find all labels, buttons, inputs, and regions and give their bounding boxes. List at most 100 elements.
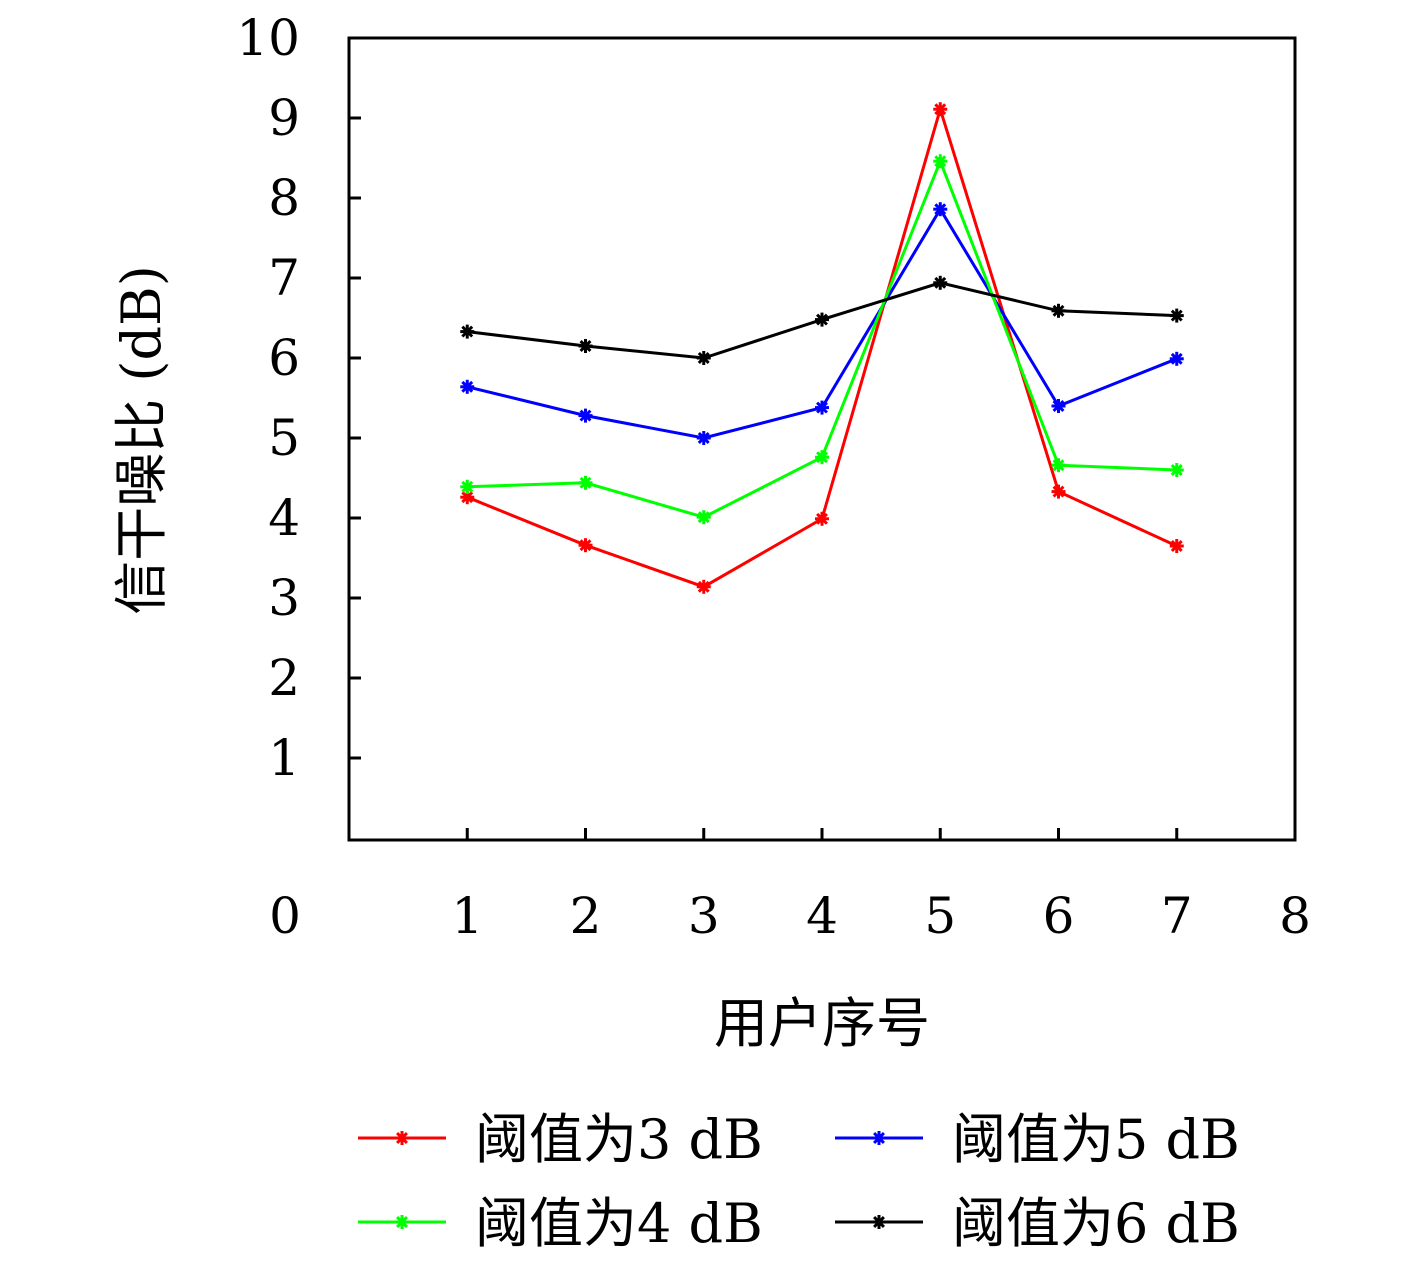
marker-stroke <box>461 480 474 493</box>
marker-stroke <box>396 1132 408 1144</box>
marker-stroke <box>579 539 592 552</box>
series-1 <box>460 102 1184 594</box>
series-layer <box>460 102 1184 594</box>
marker-stroke <box>1170 309 1183 322</box>
data-point <box>933 202 948 217</box>
legend-item: 阈值为6 dB <box>835 1192 1240 1255</box>
marker-stroke <box>816 512 828 525</box>
x-tick-label: 8 <box>1279 887 1311 945</box>
data-point <box>1169 308 1184 323</box>
marker-stroke <box>816 313 828 326</box>
x-tick-label: 2 <box>570 887 602 945</box>
data-point <box>933 275 948 290</box>
marker-stroke <box>461 325 474 338</box>
legend-label: 阈值为6 dB <box>952 1192 1240 1255</box>
legend-marker <box>872 1215 886 1229</box>
marker-stroke <box>934 155 947 168</box>
marker-stroke <box>579 476 592 489</box>
data-point <box>696 431 711 445</box>
data-point <box>578 475 593 490</box>
plot-frame <box>347 36 1297 842</box>
legend-marker <box>872 1131 886 1145</box>
marker-stroke <box>934 203 947 216</box>
data-point <box>696 510 711 525</box>
y-tick-label: 3 <box>268 569 300 627</box>
marker-stroke <box>934 103 947 116</box>
data-point <box>1169 539 1184 553</box>
legend-label: 阈值为5 dB <box>952 1108 1240 1171</box>
data-point <box>578 339 593 353</box>
marker-stroke <box>1170 352 1183 365</box>
y-tick-label: 6 <box>268 329 300 387</box>
marker-stroke <box>579 340 592 352</box>
x-tick-label: 7 <box>1161 887 1193 945</box>
y-tick-label: 1 <box>268 729 300 787</box>
marker-stroke <box>697 580 710 593</box>
x-tick-label: 1 <box>451 887 483 945</box>
marker-stroke <box>697 352 710 364</box>
y-tick-label: 4 <box>268 489 300 547</box>
data-point <box>696 579 711 594</box>
y-tick-label: 7 <box>268 249 300 307</box>
marker-stroke <box>579 409 592 422</box>
series-4 <box>460 275 1184 365</box>
data-point <box>1169 463 1184 477</box>
legend-item: 阈值为3 dB <box>358 1108 763 1171</box>
data-point <box>1051 303 1066 318</box>
marker-stroke <box>697 432 710 444</box>
marker-stroke <box>816 401 828 414</box>
legend: 阈值为3 dB 阈值为5 dB 阈值为4 dB 阈值为6 dB <box>358 1108 1240 1255</box>
x-tick-label: 5 <box>924 887 956 945</box>
y-tick-label: 10 <box>236 9 300 67</box>
ticks-layer: 0 1 2 3 4 5 6 7 8 1 2 3 4 5 6 7 8 9 10 <box>236 9 1311 945</box>
marker-stroke <box>396 1216 408 1228</box>
legend-item: 阈值为4 dB <box>358 1192 763 1255</box>
marker-stroke <box>816 451 828 464</box>
marker-stroke <box>461 380 474 393</box>
data-point <box>933 102 948 117</box>
marker-stroke <box>697 511 710 524</box>
x-tick-label: 3 <box>688 887 720 945</box>
y-axis-label: 信干噪比 (dB) <box>110 265 173 615</box>
x-tick-label: 4 <box>806 887 838 945</box>
data-point <box>1051 458 1066 473</box>
data-point <box>1051 399 1066 413</box>
marker-stroke <box>1052 459 1065 472</box>
data-point <box>578 408 593 423</box>
data-point <box>1051 484 1066 499</box>
legend-marker <box>395 1131 409 1145</box>
x-axis-label: 用户序号 <box>714 992 930 1055</box>
y-tick-label: 5 <box>268 409 300 467</box>
data-point <box>815 312 829 327</box>
legend-item: 阈值为5 dB <box>835 1108 1240 1171</box>
y-tick-label: 8 <box>268 169 300 227</box>
marker-stroke <box>934 276 947 289</box>
marker-stroke <box>1052 485 1065 498</box>
series-2 <box>460 202 1184 445</box>
data-point <box>460 324 475 339</box>
data-point <box>815 450 829 465</box>
data-point <box>460 479 475 494</box>
marker-stroke <box>1170 540 1183 552</box>
marker-stroke <box>1052 304 1065 317</box>
data-point <box>696 351 711 365</box>
y-tick-label: 9 <box>268 89 300 147</box>
y-tick-label: 2 <box>268 649 300 707</box>
x-tick-label: 0 <box>269 887 301 945</box>
data-point <box>815 400 829 415</box>
data-point <box>815 511 829 526</box>
legend-label: 阈值为4 dB <box>475 1192 763 1255</box>
marker-stroke <box>873 1132 885 1144</box>
data-point <box>1169 351 1184 366</box>
data-point <box>933 154 948 169</box>
marker-stroke <box>873 1216 885 1228</box>
data-point <box>578 538 593 553</box>
x-tick-label: 6 <box>1043 887 1075 945</box>
marker-stroke <box>1052 400 1065 412</box>
marker-stroke <box>1170 464 1183 476</box>
marker-stroke <box>461 491 474 504</box>
legend-marker <box>395 1215 409 1229</box>
legend-label: 阈值为3 dB <box>475 1108 763 1171</box>
data-point <box>460 379 475 394</box>
